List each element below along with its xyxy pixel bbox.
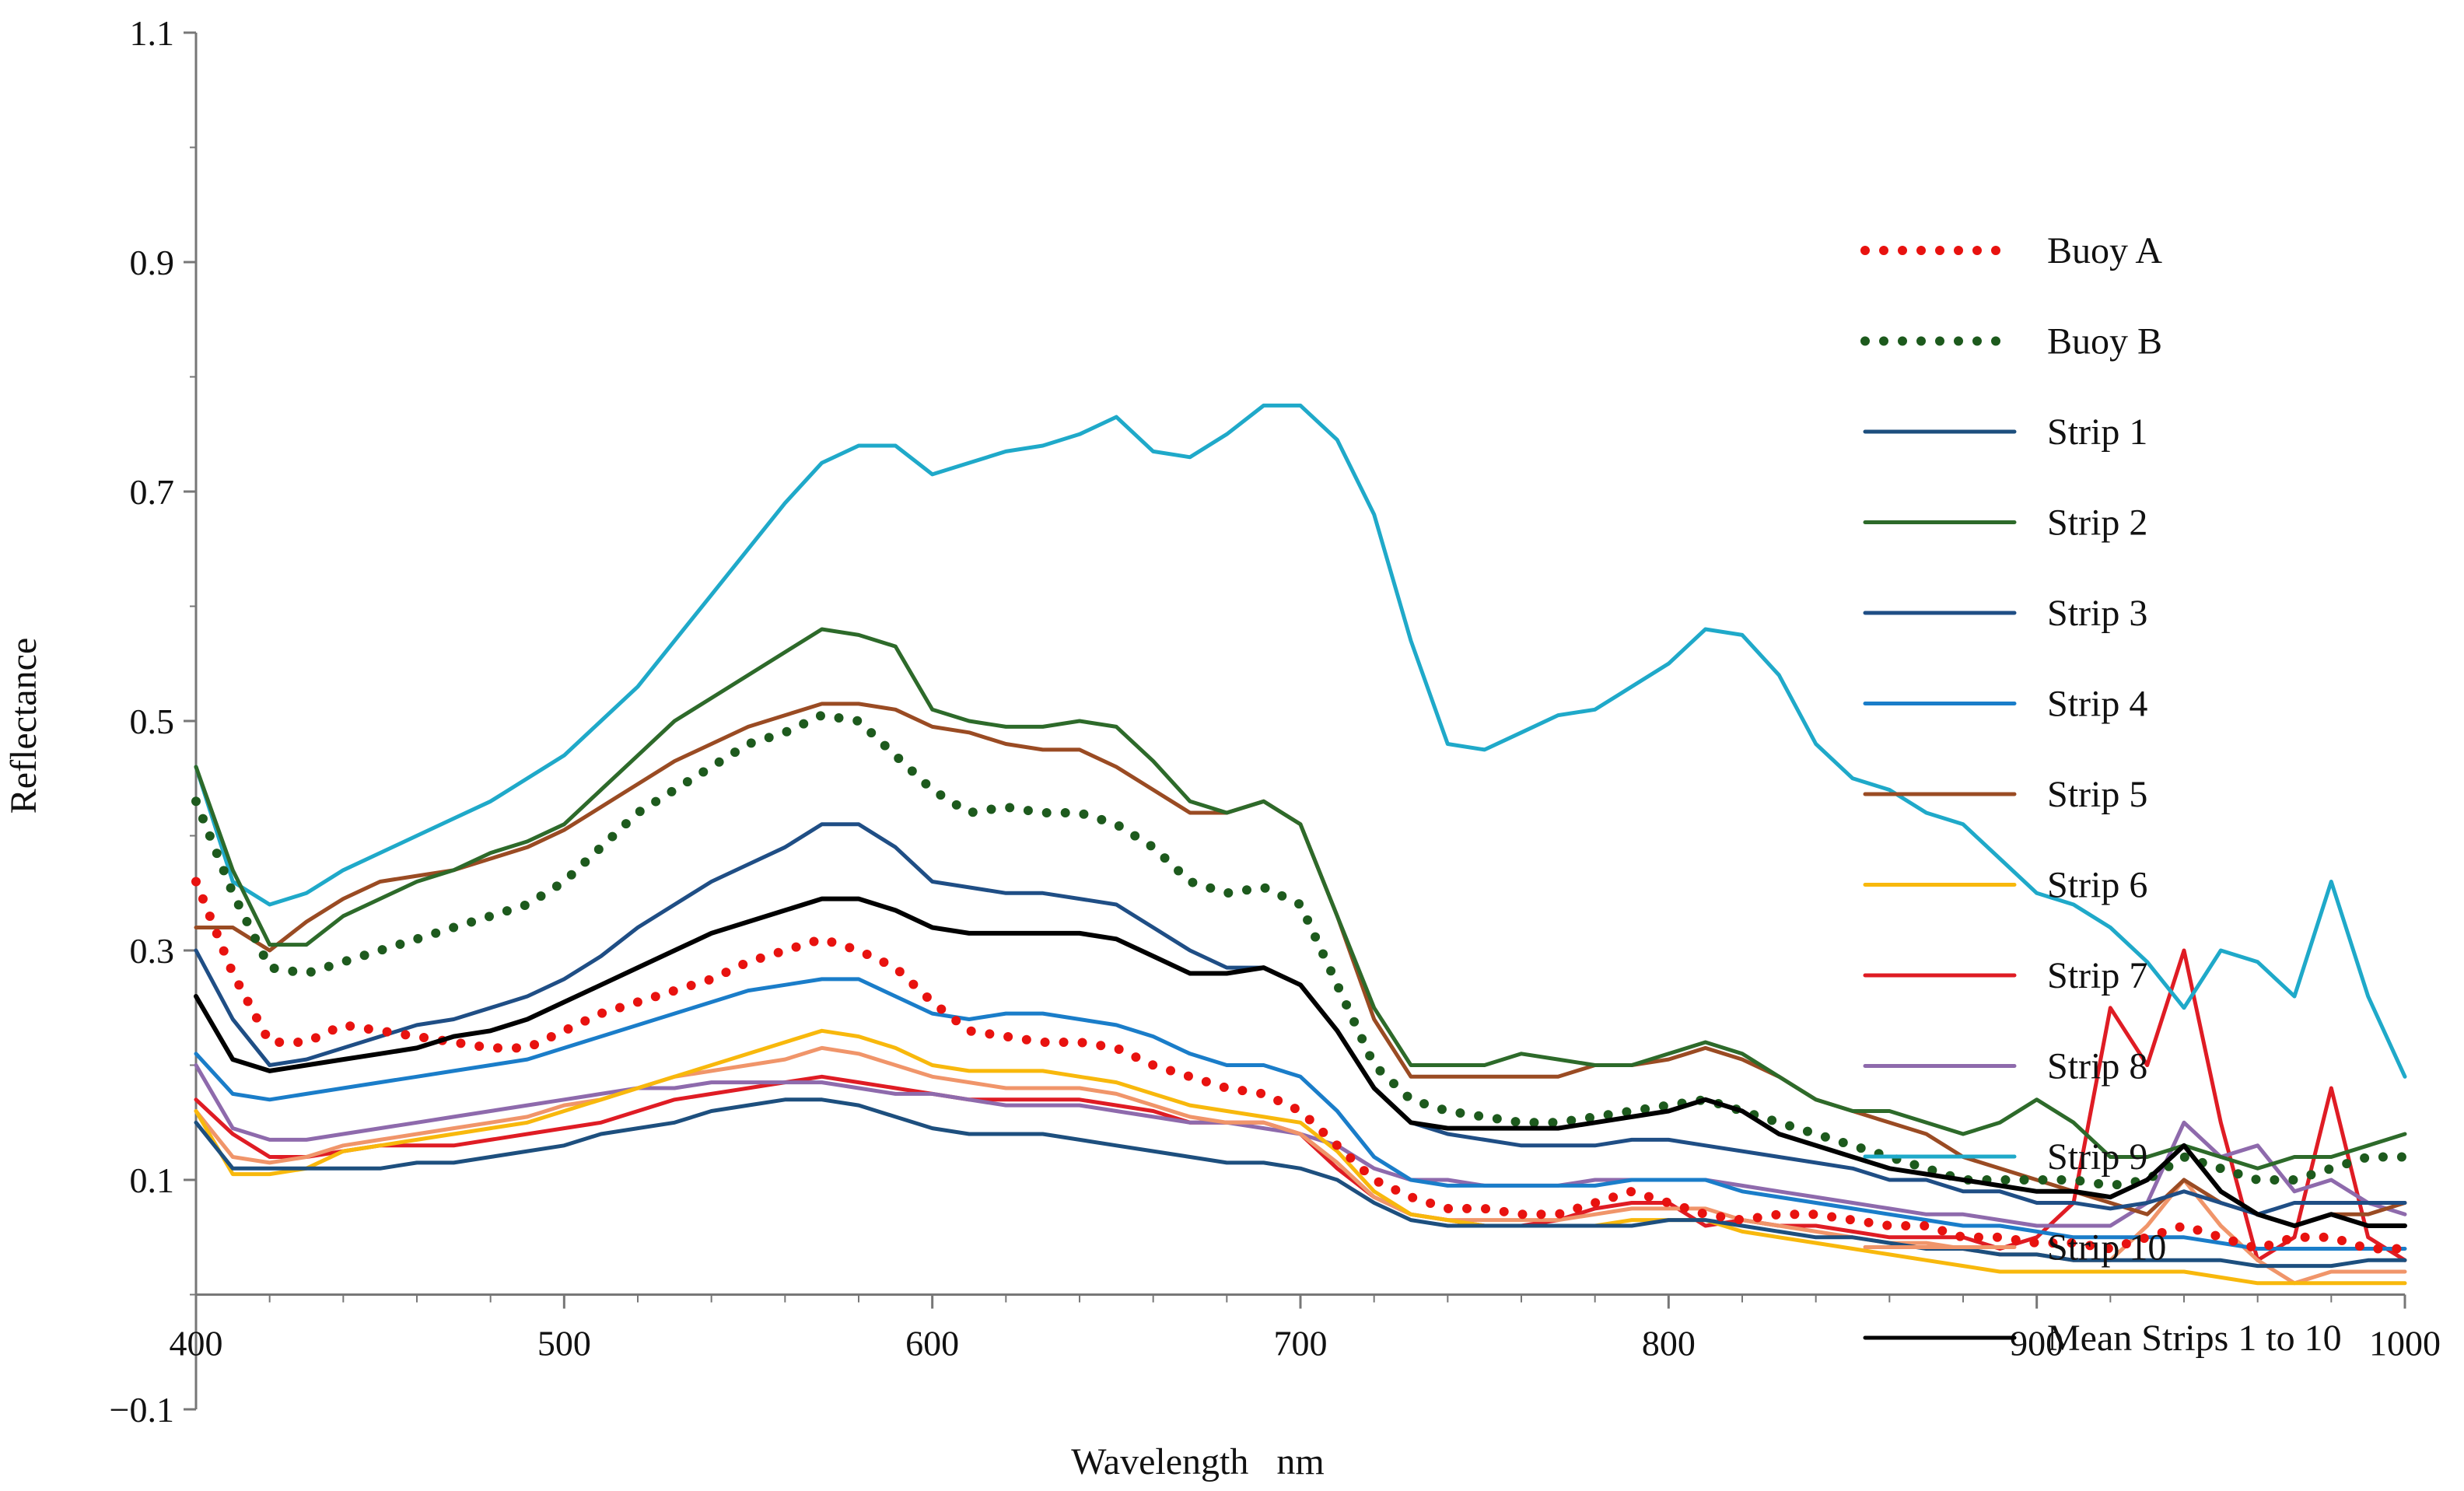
legend-label-strip-7: Strip 7 <box>2047 955 2147 996</box>
y-tick-label: 0.3 <box>130 931 175 971</box>
x-tick-label: 1000 <box>2369 1324 2441 1363</box>
legend-label-strip-4: Strip 4 <box>2047 684 2147 725</box>
x-axis-title: Wavelength nm <box>1071 1441 1324 1482</box>
x-tick-label: 500 <box>537 1324 591 1363</box>
series-line-strip-4 <box>194 977 2407 1251</box>
legend-label-strip-5: Strip 5 <box>2047 774 2147 815</box>
series-line-strip-2 <box>194 627 2407 1171</box>
series-line-strip-1 <box>194 1097 2407 1269</box>
y-tick-label: 1.1 <box>130 13 175 53</box>
legend-label-strip-2: Strip 2 <box>2047 502 2147 544</box>
series-line-mean-strips-1-to-10 <box>194 896 2407 1228</box>
series-line-strip-9 <box>194 403 2407 1079</box>
legend: Buoy A Buoy B Strip 1 Strip 2 Strip 3 Strip 4… <box>1860 230 2342 1359</box>
legend-label-strip-3: Strip 3 <box>2047 593 2147 634</box>
x-tick-label: 900 <box>2010 1324 2063 1363</box>
legend-label-strip-10: Strip 10 <box>2047 1227 2166 1269</box>
legend-label-buoy-b: Buoy B <box>2047 321 2162 362</box>
y-tick-label: 0.1 <box>130 1160 175 1200</box>
x-tick-label: 400 <box>170 1324 223 1363</box>
y-tick-label: 0.9 <box>130 243 175 282</box>
series-line-buoy-a <box>191 877 2410 1254</box>
x-tick-label: 800 <box>1642 1324 1696 1363</box>
axes: −0.1 0.1 0.3 0.5 0.7 0.9 1.1 400 500 600 700 800 900… <box>110 13 2441 1430</box>
legend-label-buoy-a: Buoy A <box>2047 230 2162 271</box>
x-tick-label: 700 <box>1274 1324 1328 1363</box>
y-tick-label: −0.1 <box>110 1390 174 1430</box>
y-tick-label: 0.7 <box>130 472 175 512</box>
legend-label-strip-1: Strip 1 <box>2047 411 2147 453</box>
series-line-buoy-b <box>191 710 2410 1191</box>
series-lines <box>191 403 2410 1286</box>
x-tick-label: 600 <box>905 1324 959 1363</box>
legend-label-strip-9: Strip 9 <box>2047 1136 2147 1178</box>
legend-label-mean-strips-1-to-10: Mean Strips 1 to 10 <box>2047 1318 2342 1359</box>
legend-label-strip-6: Strip 6 <box>2047 865 2147 906</box>
legend-label-strip-8: Strip 8 <box>2047 1046 2147 1087</box>
y-tick-label: 0.5 <box>130 702 175 741</box>
series-line-strip-6 <box>194 1028 2407 1286</box>
y-axis-title: Reflectance <box>3 638 44 814</box>
